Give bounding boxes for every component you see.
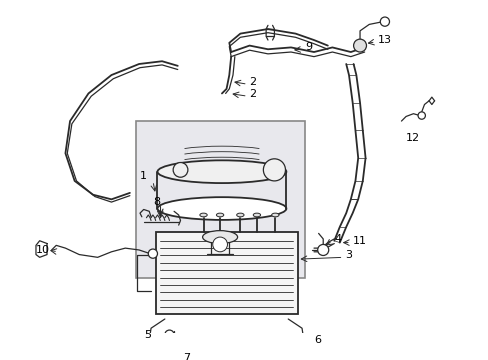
Circle shape bbox=[219, 351, 233, 360]
Ellipse shape bbox=[157, 197, 286, 220]
Circle shape bbox=[173, 162, 187, 177]
Ellipse shape bbox=[216, 213, 224, 217]
Circle shape bbox=[263, 159, 285, 181]
Circle shape bbox=[290, 336, 300, 345]
Text: 4: 4 bbox=[334, 234, 341, 244]
Ellipse shape bbox=[200, 213, 207, 217]
Text: 8: 8 bbox=[153, 197, 160, 207]
Circle shape bbox=[353, 39, 366, 52]
Text: 7: 7 bbox=[183, 353, 190, 360]
Text: 1: 1 bbox=[140, 171, 147, 181]
Text: 11: 11 bbox=[352, 236, 366, 246]
Ellipse shape bbox=[157, 160, 286, 183]
Text: 6: 6 bbox=[313, 335, 320, 345]
Ellipse shape bbox=[253, 213, 260, 217]
Text: 9: 9 bbox=[304, 42, 311, 53]
Text: 5: 5 bbox=[144, 330, 151, 340]
Text: 2: 2 bbox=[249, 89, 256, 99]
Ellipse shape bbox=[236, 213, 244, 217]
Circle shape bbox=[148, 249, 157, 258]
Circle shape bbox=[380, 17, 389, 26]
Ellipse shape bbox=[271, 213, 279, 217]
Text: 3: 3 bbox=[345, 251, 351, 261]
Ellipse shape bbox=[202, 231, 237, 243]
Bar bbox=[155, 231, 298, 314]
Text: 2: 2 bbox=[249, 77, 256, 87]
Circle shape bbox=[212, 237, 227, 252]
Text: 10: 10 bbox=[36, 245, 50, 255]
Bar bbox=[136, 121, 304, 278]
Circle shape bbox=[417, 112, 425, 119]
Text: 13: 13 bbox=[377, 35, 391, 45]
Text: 12: 12 bbox=[405, 132, 419, 143]
Circle shape bbox=[164, 330, 174, 339]
Circle shape bbox=[317, 244, 328, 256]
